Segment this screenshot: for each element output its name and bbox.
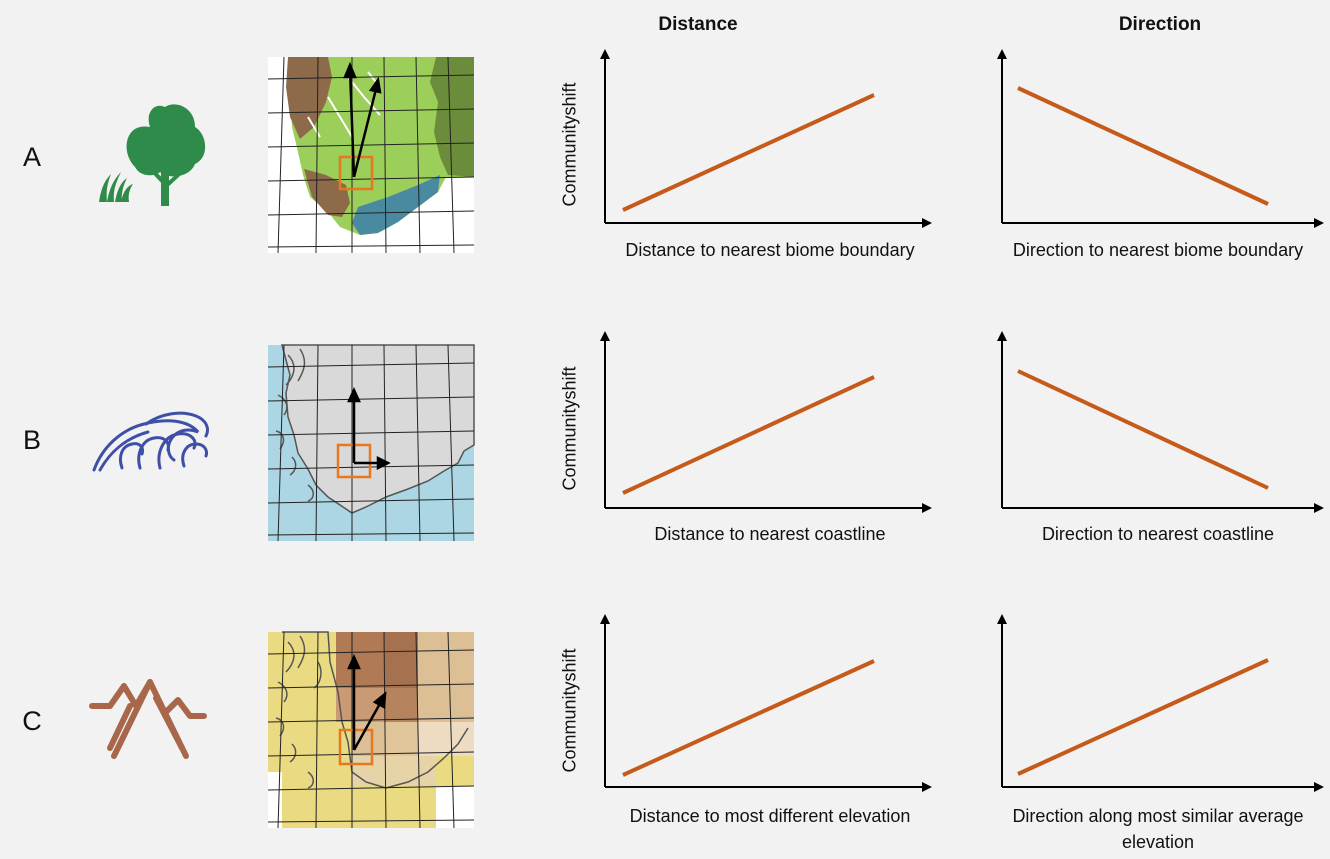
x-axis-label-b-distance: Distance to nearest coastline: [654, 524, 886, 544]
x-axis-label-c-direction: Direction along most similar average ele…: [1012, 806, 1304, 852]
elevation-map: [267, 631, 475, 829]
trend-line: [622, 93, 875, 212]
coastline-map: [267, 344, 475, 542]
biome-map: [267, 56, 475, 254]
row-label-c: C: [22, 706, 42, 736]
chart-b-distance: [600, 331, 932, 513]
y-axis-label-b: Communityshift: [559, 366, 580, 491]
wave-icon: [92, 411, 210, 472]
focus-cell: [338, 728, 374, 766]
trend-line: [1017, 369, 1269, 490]
trend-line: [1017, 658, 1269, 776]
y-axis-label-a: Communityshift: [559, 82, 580, 207]
trend-line: [622, 659, 875, 777]
chart-c-distance: [600, 614, 932, 792]
chart-a-direction: [997, 49, 1324, 228]
x-axis-label-a-direction: Direction to nearest biome boundary: [1012, 240, 1304, 260]
row-label-a: A: [22, 142, 41, 172]
x-axis-label-b-direction: Direction to nearest coastline: [1041, 524, 1275, 544]
chart-b-direction: [997, 331, 1324, 513]
x-axis-label-c-distance: Distance to most different elevation: [629, 806, 911, 826]
row-label-b: B: [22, 425, 41, 455]
direction-column-header: Direction: [1118, 14, 1202, 35]
y-axis-label-c: Communityshift: [559, 648, 580, 773]
x-axis-label-a-distance: Distance to nearest biome boundary: [625, 240, 915, 260]
distance-column-header: Distance: [658, 14, 738, 35]
focus-cell: [338, 155, 374, 191]
chart-c-direction: [997, 614, 1324, 792]
mountain-icon: [89, 679, 207, 759]
tree-grass-icon: [99, 104, 206, 206]
chart-a-distance: [600, 49, 932, 228]
trend-line: [622, 375, 875, 495]
trend-line: [1017, 86, 1269, 206]
